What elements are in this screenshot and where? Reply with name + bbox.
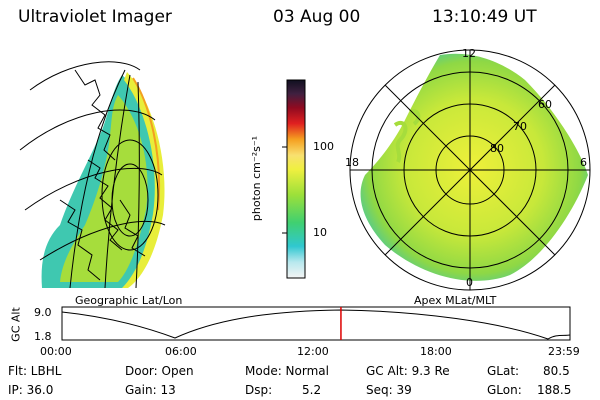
altitude-xtick-0: 00:00 [40, 345, 72, 358]
mlt-label-18: 18 [345, 156, 359, 169]
info-mode: Mode: Normal [245, 364, 329, 378]
info-ip: IP: 36.0 [8, 383, 54, 397]
altitude-xtick-2: 12:00 [297, 345, 329, 358]
info-glon-value: 188.5 [537, 383, 572, 397]
lat-label-60: 60 [538, 98, 552, 111]
altitude-ytick-max: 9.0 [34, 306, 52, 319]
lat-label-80: 80 [490, 142, 504, 155]
info-glat-value: 80.5 [543, 364, 570, 378]
altitude-ytick-min: 1.8 [34, 330, 52, 343]
info-door: Door: Open [125, 364, 194, 378]
info-gc-alt: GC Alt: 9.3 Re [366, 364, 450, 378]
colorbar [282, 79, 306, 279]
colorbar-tick-100: 100 [313, 140, 334, 153]
coastlines [59, 69, 146, 281]
info-flt: Flt: LBHL [8, 364, 62, 378]
mlt-label-12: 12 [462, 47, 476, 60]
info-glon-label: GLon: [487, 383, 522, 397]
polar-emission [360, 53, 588, 281]
colorbar-unit-label: photon cm⁻²s⁻¹ [250, 135, 264, 222]
polar-plot [349, 49, 591, 291]
altitude-ylabel: GC Alt [9, 307, 23, 342]
geographic-map [19, 61, 166, 289]
header-time: 13:10:49 UT [432, 7, 537, 27]
left-panel-label: Geographic Lat/Lon [75, 294, 183, 307]
info-seq: Seq: 39 [366, 383, 412, 397]
colorbar-tick-10: 10 [313, 226, 327, 239]
info-gain: Gain: 13 [125, 383, 176, 397]
info-dsp-value: 5.2 [302, 383, 322, 397]
header-date: 03 Aug 00 [273, 7, 361, 27]
altitude-plot [61, 306, 571, 341]
auroral-oval-arc [122, 72, 165, 288]
app-title: Ultraviolet Imager [18, 7, 172, 27]
info-glat-label: GLat: [487, 364, 520, 378]
altitude-xtick-1: 06:00 [165, 345, 197, 358]
mlt-label-6: 6 [580, 156, 587, 169]
mlt-label-0: 0 [466, 276, 473, 289]
altitude-xtick-4: 23:59 [548, 345, 580, 358]
altitude-xtick-3: 18:00 [420, 345, 452, 358]
right-panel-label: Apex MLat/MLT [414, 294, 497, 307]
info-dsp-label: Dsp: [245, 383, 273, 397]
altitude-curve [61, 309, 571, 340]
lat-label-70: 70 [513, 120, 527, 133]
